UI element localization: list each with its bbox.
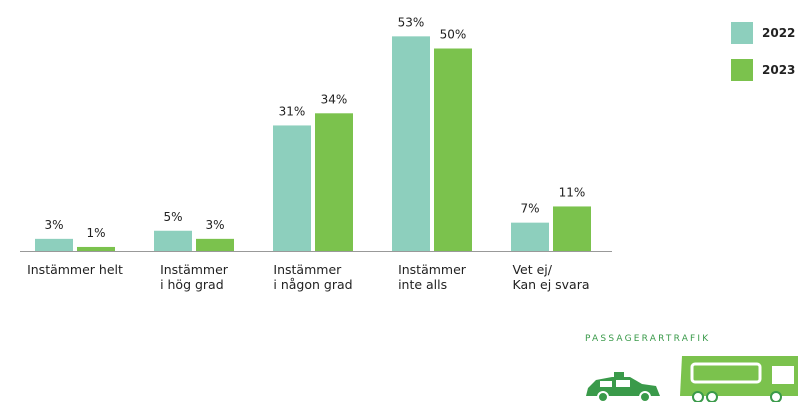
value-label: 3% bbox=[205, 218, 224, 232]
category-label: Instämmer inte alls bbox=[372, 262, 492, 292]
legend-label: 2022 bbox=[762, 26, 795, 40]
category-label: Instämmer helt bbox=[15, 262, 135, 277]
legend-swatch bbox=[731, 59, 753, 81]
value-label: 50% bbox=[440, 28, 467, 42]
bar bbox=[154, 230, 192, 251]
taxi-icon bbox=[586, 372, 660, 402]
value-label: 53% bbox=[398, 15, 425, 29]
bar bbox=[511, 222, 549, 251]
category-text: Instämmer i någon grad bbox=[273, 262, 353, 292]
category-label: Instämmer i hög grad bbox=[134, 262, 254, 292]
category-text: Vet ej/ Kan ej svara bbox=[512, 262, 590, 292]
legend-label: 2023 bbox=[762, 63, 795, 77]
bar bbox=[553, 206, 591, 251]
bar bbox=[392, 36, 430, 251]
bar bbox=[315, 113, 353, 251]
bar bbox=[196, 238, 234, 251]
value-label: 34% bbox=[321, 92, 348, 106]
value-label: 11% bbox=[559, 185, 586, 199]
bar bbox=[273, 125, 311, 251]
value-label: 1% bbox=[86, 226, 105, 240]
value-label: 31% bbox=[279, 104, 306, 118]
bus-icon bbox=[680, 356, 798, 402]
category-text: Instämmer i hög grad bbox=[160, 262, 228, 292]
category-text: Instämmer inte alls bbox=[398, 262, 466, 292]
category-label: Vet ej/ Kan ej svara bbox=[491, 262, 611, 292]
bar bbox=[434, 48, 472, 251]
value-label: 5% bbox=[163, 210, 182, 224]
bar bbox=[35, 238, 73, 251]
legend-swatch bbox=[731, 22, 753, 44]
category-label: Instämmer i någon grad bbox=[253, 262, 373, 292]
footer-label: PASSAGERARTRAFIK bbox=[585, 334, 710, 344]
bar bbox=[77, 246, 115, 251]
category-text: Instämmer helt bbox=[27, 262, 123, 277]
value-label: 7% bbox=[520, 202, 539, 216]
value-label: 3% bbox=[44, 218, 63, 232]
